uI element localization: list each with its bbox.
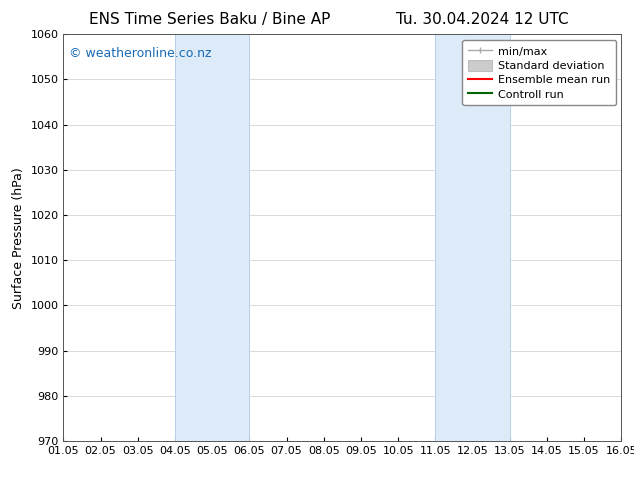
Y-axis label: Surface Pressure (hPa): Surface Pressure (hPa) <box>12 167 25 309</box>
Bar <box>436 34 510 441</box>
Text: Tu. 30.04.2024 12 UTC: Tu. 30.04.2024 12 UTC <box>396 12 568 27</box>
Bar <box>175 34 249 441</box>
Legend: min/max, Standard deviation, Ensemble mean run, Controll run: min/max, Standard deviation, Ensemble me… <box>462 40 616 105</box>
Text: © weatheronline.co.nz: © weatheronline.co.nz <box>69 47 212 59</box>
Text: ENS Time Series Baku / Bine AP: ENS Time Series Baku / Bine AP <box>89 12 330 27</box>
